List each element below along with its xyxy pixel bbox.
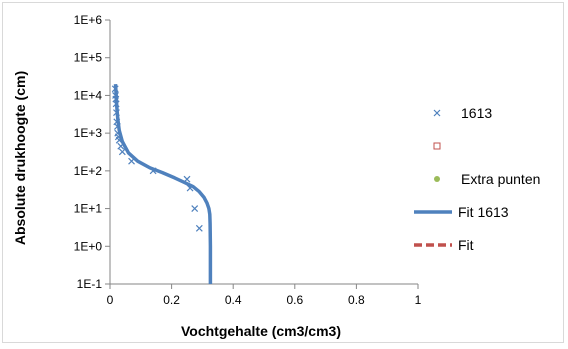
- legend-entry: [433, 142, 441, 150]
- x-tick-label: 0.4: [225, 293, 242, 307]
- legend-entry: Fit 1613: [414, 204, 509, 220]
- data-point: [191, 205, 199, 212]
- data-point: [115, 136, 123, 144]
- data-point: [113, 123, 121, 130]
- data-point: [149, 167, 157, 175]
- legend-entry: Extra punten: [434, 171, 540, 187]
- x-tick-label: 0.8: [348, 293, 365, 307]
- data-point: [112, 100, 120, 108]
- x-tick-label: 0: [107, 293, 114, 307]
- legend-swatch: [433, 142, 441, 150]
- y-tick-label: 1E+3: [74, 126, 103, 140]
- y-tick-label: 1E+4: [74, 88, 103, 102]
- x-tick-label: 0.6: [286, 293, 303, 307]
- y-axis-title: Absolute drukhoogte (cm): [12, 71, 28, 245]
- series-line-3: [113, 83, 213, 284]
- x-tick-label: 0.2: [163, 293, 180, 307]
- y-tick-label: 1E+5: [74, 51, 103, 65]
- legend-swatch: [434, 176, 440, 182]
- legend-label: Extra punten: [461, 171, 540, 187]
- legend-entry: 1613: [433, 105, 492, 121]
- plot-area: [111, 83, 213, 284]
- legend-swatch: [433, 109, 441, 117]
- y-tick-label: 1E+2: [74, 164, 103, 178]
- legend-label: Fit: [458, 237, 474, 253]
- legend-label: Fit 1613: [458, 204, 509, 220]
- y-tick-label: 1E+6: [74, 13, 103, 27]
- legend: 1613 Extra punten Fit 1613 Fit: [414, 105, 540, 253]
- y-tick-label: 1E+0: [74, 239, 103, 253]
- x-axis-title: Vochtgehalte (cm3/cm3): [181, 323, 341, 339]
- axes: 1E-1 1E+0 1E+1 1E+2 1E+3 1E+4 1E+5 1E+6 0 0.2 0.4 0…: [74, 13, 422, 307]
- chart-area: 1E-1 1E+0 1E+1 1E+2 1E+3 1E+4 1E+5 1E+6 0 0.2 0.4 0…: [2, 2, 564, 343]
- y-tick-label: 1E+1: [74, 202, 103, 216]
- data-point: [183, 175, 191, 183]
- data-point: [195, 224, 203, 232]
- data-point: [186, 184, 194, 192]
- x-tick-label: 1: [415, 293, 422, 307]
- y-tick-label: 1E-1: [77, 277, 103, 291]
- data-point: [128, 157, 135, 165]
- legend-label: 1613: [461, 105, 492, 121]
- legend-entry: Fit: [414, 237, 474, 253]
- data-point: [111, 85, 119, 93]
- chart: 1E-1 1E+0 1E+1 1E+2 1E+3 1E+4 1E+5 1E+6 0 0.2 0.4 0…: [12, 13, 540, 339]
- data-point: [118, 148, 126, 156]
- data-point: [117, 142, 125, 150]
- data-point: [113, 109, 120, 117]
